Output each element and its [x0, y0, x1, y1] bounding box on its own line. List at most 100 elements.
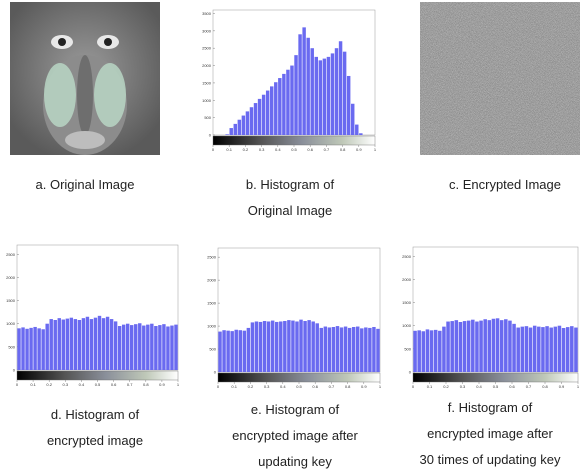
- bar: [29, 328, 32, 370]
- bar: [25, 329, 28, 370]
- plot-frame: [413, 247, 578, 372]
- bar: [488, 320, 492, 372]
- bar: [290, 66, 293, 135]
- bar: [138, 323, 141, 370]
- bar: [243, 331, 246, 372]
- x-tick-label: 0: [412, 384, 415, 389]
- x-tick-label: 0.2: [46, 382, 52, 387]
- bar: [74, 319, 77, 370]
- bar: [158, 325, 161, 370]
- y-tick-label: 1500: [6, 298, 16, 303]
- bar: [102, 318, 105, 370]
- bar: [106, 317, 109, 370]
- bar: [70, 318, 73, 370]
- x-tick-label: 0.2: [243, 147, 249, 152]
- y-tick-label: 0: [13, 368, 16, 373]
- bar: [58, 318, 61, 370]
- y-tick-label: 2500: [6, 252, 16, 257]
- bar: [355, 125, 358, 135]
- bar: [459, 322, 463, 372]
- bar: [512, 324, 516, 372]
- bar: [570, 326, 574, 372]
- bar: [492, 319, 496, 372]
- bar: [270, 86, 273, 135]
- caption: encrypted image: [47, 433, 143, 448]
- bar: [426, 329, 430, 372]
- x-tick-label: 0.6: [312, 384, 318, 389]
- bar: [255, 321, 258, 372]
- x-tick-label: 1: [379, 384, 382, 389]
- x-tick-label: 0.5: [291, 147, 297, 152]
- bar: [471, 320, 475, 372]
- caption: c. Encrypted Image: [449, 177, 561, 192]
- bar: [275, 322, 278, 372]
- bar: [446, 322, 450, 372]
- y-tick-label: 500: [209, 347, 216, 352]
- y-tick-label: 3000: [202, 28, 212, 33]
- bar: [315, 57, 318, 135]
- colorbar: [218, 373, 380, 382]
- bar: [54, 320, 57, 370]
- bar: [126, 324, 129, 370]
- x-tick-label: 0.9: [361, 384, 367, 389]
- bar: [529, 328, 533, 372]
- bar: [347, 76, 350, 135]
- bar: [254, 103, 257, 135]
- x-tick-label: 1: [374, 147, 377, 152]
- plot-frame: [17, 245, 178, 370]
- bar: [467, 321, 471, 372]
- bar: [170, 326, 173, 370]
- bar: [504, 319, 508, 372]
- x-tick-label: 0.3: [264, 384, 270, 389]
- bar: [475, 322, 479, 372]
- bar: [311, 48, 314, 135]
- bar: [525, 326, 529, 372]
- bar: [33, 327, 36, 370]
- bar: [295, 321, 298, 372]
- bar: [376, 329, 379, 372]
- bar: [340, 327, 343, 372]
- x-tick-label: 1: [177, 382, 180, 387]
- bar: [360, 328, 363, 372]
- bar: [438, 331, 442, 372]
- bar: [324, 327, 327, 372]
- bar: [150, 324, 153, 370]
- bar: [118, 326, 121, 370]
- y-tick-label: 2000: [202, 63, 212, 68]
- bar: [516, 328, 520, 372]
- bar: [537, 327, 541, 372]
- bar: [508, 321, 512, 372]
- bar: [239, 330, 242, 372]
- bar: [90, 319, 93, 370]
- bar: [134, 324, 137, 370]
- colorbar: [213, 136, 375, 145]
- bar: [262, 95, 265, 135]
- bar: [298, 34, 301, 135]
- bar: [344, 327, 347, 372]
- bar: [479, 321, 483, 372]
- bar: [17, 328, 20, 370]
- bar: [368, 328, 371, 372]
- x-tick-label: 0.8: [542, 384, 548, 389]
- x-tick-label: 0.3: [63, 382, 69, 387]
- y-tick-label: 0: [209, 133, 212, 138]
- bar: [263, 321, 266, 372]
- y-tick-label: 2500: [402, 254, 412, 259]
- bar: [271, 321, 274, 372]
- bar: [442, 327, 446, 372]
- plot-frame: [213, 10, 375, 135]
- bar: [352, 327, 355, 372]
- bar: [359, 133, 362, 135]
- bar: [434, 330, 438, 372]
- bar: [521, 327, 525, 372]
- x-tick-label: 0.9: [559, 384, 565, 389]
- bar: [122, 325, 125, 370]
- bar: [299, 320, 302, 372]
- x-tick-label: 0.3: [460, 384, 466, 389]
- bar: [316, 323, 319, 372]
- bar: [86, 317, 89, 370]
- x-tick-label: 0.6: [509, 384, 515, 389]
